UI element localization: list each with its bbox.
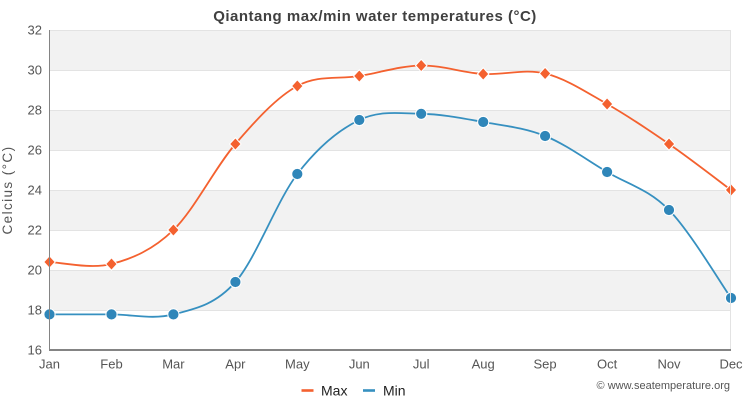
svg-text:Jul: Jul xyxy=(413,357,430,372)
svg-text:20: 20 xyxy=(28,263,42,278)
svg-text:Qiantang max/min water tempera: Qiantang max/min water temperatures (°C) xyxy=(213,8,537,25)
svg-text:Celcius (°C): Celcius (°C) xyxy=(0,146,15,235)
svg-text:Sep: Sep xyxy=(534,357,557,372)
svg-text:Mar: Mar xyxy=(162,357,185,372)
svg-text:Nov: Nov xyxy=(657,357,681,372)
svg-text:Min: Min xyxy=(383,383,406,399)
svg-text:Feb: Feb xyxy=(100,357,122,372)
svg-text:Dec: Dec xyxy=(719,357,743,372)
svg-text:Oct: Oct xyxy=(597,357,618,372)
svg-text:16: 16 xyxy=(28,343,42,358)
svg-text:24: 24 xyxy=(28,183,42,198)
svg-text:26: 26 xyxy=(28,143,42,158)
svg-text:Jan: Jan xyxy=(39,357,60,372)
svg-text:May: May xyxy=(285,357,310,372)
svg-text:22: 22 xyxy=(28,223,42,238)
svg-text:Max: Max xyxy=(321,383,347,399)
svg-text:Jun: Jun xyxy=(349,357,370,372)
svg-text:Apr: Apr xyxy=(225,357,246,372)
svg-text:18: 18 xyxy=(28,303,42,318)
svg-text:28: 28 xyxy=(28,103,42,118)
svg-text:© www.seatemperature.org: © www.seatemperature.org xyxy=(597,380,730,392)
svg-text:Aug: Aug xyxy=(472,357,495,372)
svg-text:30: 30 xyxy=(28,63,42,78)
svg-text:32: 32 xyxy=(28,23,42,38)
